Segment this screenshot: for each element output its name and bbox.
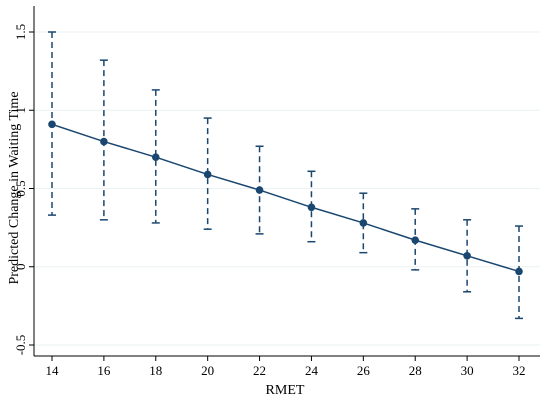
data-point-6: [359, 219, 368, 227]
data-point-7: [411, 236, 420, 244]
x-tick-label-0: 14: [46, 363, 60, 378]
data-point-4: [255, 186, 264, 194]
x-axis-label: RMET: [266, 383, 305, 398]
data-point-2: [151, 153, 160, 161]
data-point-3: [203, 170, 212, 179]
y-axis-label: Predicted Change in Waiting Time: [7, 91, 22, 284]
x-tick-label-1: 16: [97, 363, 111, 378]
y-tick-label-2: 0.5: [13, 180, 28, 196]
series-polyline: [51, 123, 520, 273]
data-point-0: [48, 120, 56, 129]
data-point-5: [307, 203, 316, 212]
data-point-1: [100, 137, 108, 146]
y-tick-label-3: 1: [13, 107, 28, 114]
y-tick-label-0: -0.5: [13, 335, 28, 356]
x-tick-label-3: 20: [201, 363, 214, 378]
x-tick-label-5: 24: [305, 363, 319, 378]
confidence-intervals: [48, 31, 523, 320]
x-tick-labels: 14 16 18 20 22 24 26 28 30 32: [46, 363, 526, 378]
data-points: [48, 120, 523, 276]
series-line: [51, 123, 520, 273]
grid: [34, 31, 540, 346]
x-tick-label-2: 18: [149, 363, 162, 378]
y-tick-labels: -0.5 0 0.5 1 1.5: [13, 24, 28, 355]
x-tick-label-8: 30: [461, 363, 474, 378]
y-tick-label-1: 0: [13, 264, 28, 271]
x-tick-label-6: 26: [357, 363, 371, 378]
x-tick-label-7: 28: [409, 363, 422, 378]
data-point-9: [515, 267, 523, 276]
data-point-8: [463, 251, 471, 260]
x-tick-label-9: 32: [513, 363, 526, 378]
x-tick-label-4: 22: [253, 363, 266, 378]
y-tick-label-4: 1.5: [13, 24, 28, 40]
axes: [29, 6, 540, 361]
